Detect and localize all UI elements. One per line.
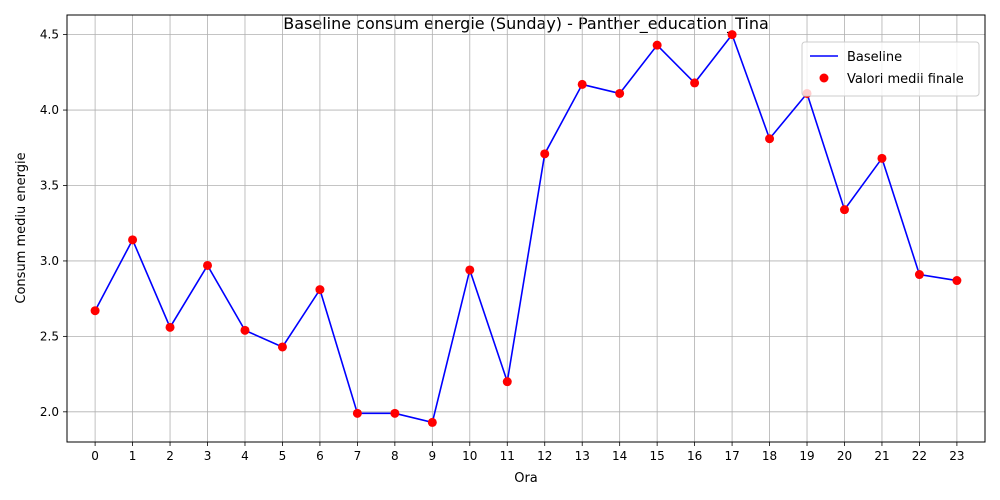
y-tick-label: 3.5 xyxy=(40,178,59,192)
x-tick-label: 10 xyxy=(462,449,477,463)
y-tick-label: 4.5 xyxy=(40,28,59,42)
data-point xyxy=(577,79,587,89)
data-point xyxy=(615,88,625,98)
x-tick-label: 5 xyxy=(279,449,287,463)
data-point xyxy=(277,342,287,352)
x-tick-label: 19 xyxy=(799,449,814,463)
legend-point-swatch xyxy=(819,73,829,83)
data-point xyxy=(952,276,962,286)
y-tick-label: 2.5 xyxy=(40,329,59,343)
data-point xyxy=(914,270,924,280)
x-tick-label: 4 xyxy=(241,449,249,463)
y-axis-label: Consum mediu energie xyxy=(14,152,29,303)
x-tick-label: 1 xyxy=(129,449,137,463)
x-tick-label: 13 xyxy=(575,449,590,463)
x-tick-label: 9 xyxy=(429,449,437,463)
x-tick-label: 0 xyxy=(91,449,99,463)
data-point xyxy=(390,408,400,418)
data-point xyxy=(315,285,325,295)
data-point xyxy=(727,30,737,40)
y-tick-label: 3.0 xyxy=(40,254,59,268)
chart-title: Baseline consum energie (Sunday) - Panth… xyxy=(283,14,769,34)
legend: Baseline Valori medii finale xyxy=(801,41,980,97)
x-tick-label: 23 xyxy=(949,449,964,463)
y-axis-ticks: 2.0 2.5 3.0 3.5 4.0 4.5 xyxy=(40,28,67,419)
data-point xyxy=(765,134,775,144)
y-tick-label: 2.0 xyxy=(40,405,59,419)
data-point xyxy=(427,417,437,427)
data-point xyxy=(90,306,100,316)
data-point xyxy=(240,325,250,335)
x-tick-label: 15 xyxy=(650,449,665,463)
x-tick-label: 8 xyxy=(391,449,399,463)
plot-frame xyxy=(66,14,986,443)
data-point xyxy=(877,153,887,163)
x-tick-label: 22 xyxy=(912,449,927,463)
x-axis-ticks: 0 1 2 3 4 5 6 7 8 9 10 11 12 13 14 15 16 17 18 19 20 21 22 23 xyxy=(91,442,965,463)
x-tick-label: 20 xyxy=(837,449,852,463)
x-tick-label: 17 xyxy=(724,449,739,463)
series-point-layer xyxy=(90,30,962,427)
data-point xyxy=(128,235,138,245)
series-line-baseline xyxy=(94,32,958,424)
series-line-layer xyxy=(94,32,958,424)
x-tick-label: 12 xyxy=(537,449,552,463)
x-axis-label: Ora xyxy=(514,471,538,486)
data-point xyxy=(502,377,512,387)
legend-box xyxy=(801,41,980,97)
grid xyxy=(67,15,985,442)
data-point xyxy=(652,40,662,50)
x-tick-label: 2 xyxy=(166,449,174,463)
legend-label-baseline: Baseline xyxy=(847,50,902,65)
data-point xyxy=(203,260,213,270)
data-point xyxy=(839,205,849,215)
x-tick-label: 21 xyxy=(874,449,889,463)
x-tick-label: 16 xyxy=(687,449,702,463)
legend-label-values: Valori medii finale xyxy=(847,72,964,87)
x-tick-label: 7 xyxy=(354,449,362,463)
data-point xyxy=(540,149,550,159)
data-point xyxy=(165,322,175,332)
x-tick-label: 3 xyxy=(204,449,212,463)
data-point xyxy=(352,408,362,418)
x-tick-label: 6 xyxy=(316,449,324,463)
data-point xyxy=(465,265,475,275)
x-tick-label: 11 xyxy=(500,449,515,463)
x-tick-label: 18 xyxy=(762,449,777,463)
data-point xyxy=(690,78,700,88)
y-tick-label: 4.0 xyxy=(40,103,59,117)
x-tick-label: 14 xyxy=(612,449,627,463)
